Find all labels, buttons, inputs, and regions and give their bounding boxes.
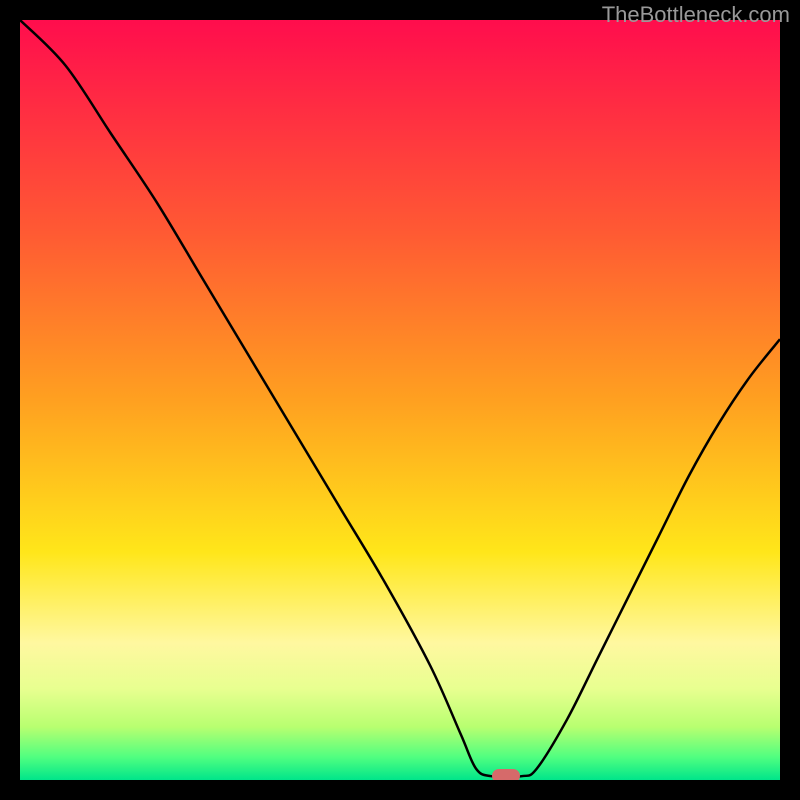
plot-area: [20, 20, 780, 780]
bottleneck-curve: [20, 20, 780, 780]
optimal-point-marker: [492, 769, 520, 780]
watermark-text: TheBottleneck.com: [602, 2, 790, 28]
